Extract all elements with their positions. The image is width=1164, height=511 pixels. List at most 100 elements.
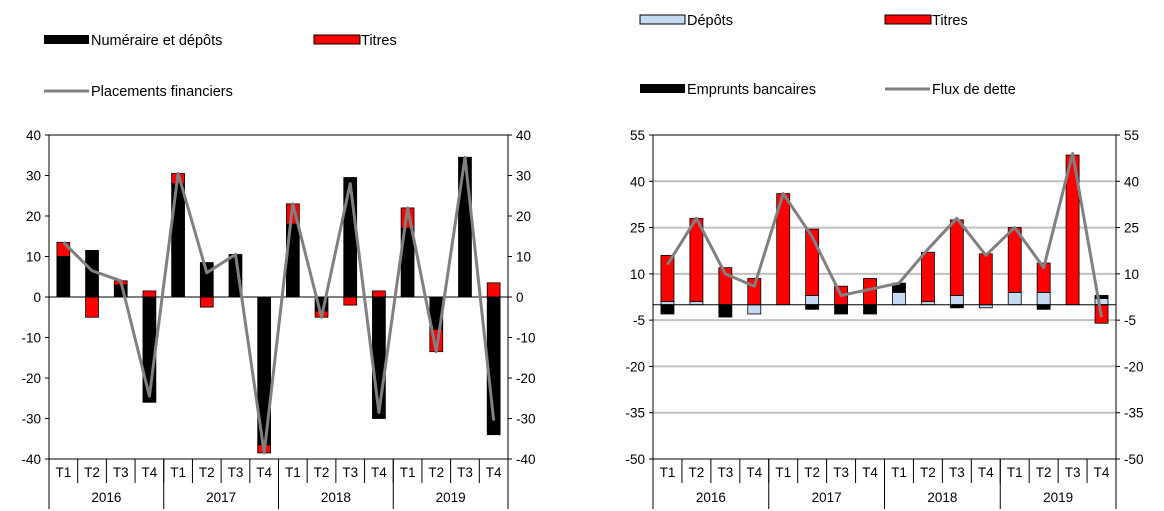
right-xtick-quarter: T4 bbox=[1094, 465, 1110, 480]
right-xtick-quarter: T1 bbox=[1007, 465, 1023, 480]
right-y2tick-label: 40 bbox=[1124, 174, 1139, 189]
left-xtick-quarter: T3 bbox=[228, 465, 244, 480]
right-legend-swatch-emprunts bbox=[640, 84, 685, 93]
right-bar-d-p-ts bbox=[1007, 291, 1022, 306]
left-ytick-label: 0 bbox=[33, 290, 41, 305]
right-bar-emprunts-bancaires bbox=[1036, 304, 1051, 310]
right-legend: Dépôts Titres Emprunts bancaires Flux de… bbox=[639, 13, 1016, 98]
left-legend-label-placements: Placements financiers bbox=[91, 84, 233, 100]
right-y2tick-label: -5 bbox=[1124, 313, 1136, 328]
right-legend-label-titres: Titres bbox=[932, 13, 968, 29]
right-xtick-quarter: T2 bbox=[1036, 465, 1052, 480]
left-xtick-quarter: T1 bbox=[285, 465, 301, 480]
left-legend-label-numeraire: Numéraire et dépôts bbox=[91, 33, 222, 49]
right-y2tick-label: 55 bbox=[1124, 128, 1139, 143]
left-xtick-year: 2017 bbox=[206, 490, 236, 505]
left-chart: Numéraire et dépôts Titres Placements fi… bbox=[21, 33, 536, 509]
left-y2tick-label: -30 bbox=[516, 412, 536, 427]
left-ytick-label: 10 bbox=[26, 250, 41, 265]
right-bar-d-p-ts bbox=[892, 291, 906, 306]
right-chart: Dépôts Titres Emprunts bancaires Flux de… bbox=[625, 13, 1144, 509]
right-ytick-label: -50 bbox=[625, 452, 645, 467]
left-bar-titres bbox=[85, 296, 99, 318]
left-plot-area: 40 30 20 10 0 -10 -20 -30 -40 40 30 20 10 0 -10 -20 -30 -… bbox=[21, 128, 536, 509]
right-xtick-quarter: T1 bbox=[891, 465, 907, 480]
right-bar-emprunts-bancaires bbox=[718, 304, 733, 318]
right-bar-titres bbox=[949, 219, 964, 296]
right-bar-emprunts-bancaires bbox=[863, 304, 877, 315]
right-bar-titres bbox=[1007, 227, 1022, 293]
right-ytick-label: -35 bbox=[625, 406, 645, 421]
right-legend-label-flux: Flux de dette bbox=[932, 82, 1016, 98]
left-xtick-quarter: T1 bbox=[400, 465, 416, 480]
left-bar-titres bbox=[372, 290, 386, 298]
right-bar-emprunts-bancaires bbox=[834, 304, 849, 315]
left-ytick-label: -30 bbox=[21, 412, 41, 427]
left-y2tick-label: 0 bbox=[516, 290, 524, 305]
right-bar-titres bbox=[978, 253, 993, 306]
right-bar-titres bbox=[689, 217, 704, 303]
right-xtick-quarter: T4 bbox=[746, 465, 762, 480]
right-bar-d-p-ts bbox=[805, 295, 820, 306]
left-xtick-quarter: T1 bbox=[55, 465, 71, 480]
left-xtick-quarter: T4 bbox=[371, 465, 387, 480]
right-legend-swatch-depots bbox=[639, 14, 686, 25]
right-bar-titres bbox=[920, 251, 935, 303]
right-ytick-label: 25 bbox=[630, 221, 645, 236]
right-xtick-quarter: T4 bbox=[862, 465, 878, 480]
left-xtick-quarter: T4 bbox=[142, 465, 158, 480]
left-y2tick-label: -20 bbox=[516, 371, 536, 386]
right-bar-emprunts-bancaires bbox=[1094, 295, 1109, 299]
right-bar-d-p-ts bbox=[949, 295, 964, 306]
right-legend-label-depots: Dépôts bbox=[687, 13, 733, 29]
right-y2tick-label: 25 bbox=[1124, 221, 1139, 236]
left-y2tick-label: 30 bbox=[516, 169, 531, 184]
right-xtick-year: 2017 bbox=[812, 490, 842, 505]
right-bar-titres bbox=[660, 254, 675, 303]
right-xtick-quarter: T3 bbox=[717, 465, 733, 480]
right-ytick-label: -5 bbox=[633, 313, 645, 328]
right-xtick-quarter: T2 bbox=[804, 465, 820, 480]
right-ytick-label: 40 bbox=[630, 174, 645, 189]
left-ytick-label: -10 bbox=[21, 331, 41, 346]
left-xtick-year: 2019 bbox=[436, 490, 466, 505]
right-bar-d-p-ts bbox=[1036, 291, 1051, 306]
left-y2tick-label: -40 bbox=[516, 452, 536, 467]
left-ytick-label: -40 bbox=[21, 452, 41, 467]
right-legend-swatch-titres bbox=[884, 14, 932, 25]
right-xtick-year: 2018 bbox=[927, 490, 957, 505]
right-y2tick-label: -35 bbox=[1124, 406, 1144, 421]
right-plot-area: 55 40 25 10 -5 -20 -35 -50 55 40 25 10 -5 -20 -35 -50 T1… bbox=[625, 128, 1144, 509]
right-xtick-year: 2019 bbox=[1043, 490, 1073, 505]
left-y2tick-label: -10 bbox=[516, 331, 536, 346]
left-xtick-quarter: T3 bbox=[342, 465, 358, 480]
left-xtick-quarter: T2 bbox=[84, 465, 100, 480]
right-ytick-label: 55 bbox=[630, 128, 645, 143]
right-legend-label-emprunts: Emprunts bancaires bbox=[687, 82, 816, 98]
right-xtick-quarter: T1 bbox=[775, 465, 791, 480]
right-ytick-label: -20 bbox=[625, 359, 645, 374]
left-y2tick-label: 20 bbox=[516, 209, 531, 224]
left-legend-label-titres: Titres bbox=[361, 33, 397, 49]
left-line-placements-financiers bbox=[62, 155, 496, 455]
right-xtick-quarter: T4 bbox=[978, 465, 994, 480]
right-xtick-quarter: T3 bbox=[833, 465, 849, 480]
left-xtick-quarter: T2 bbox=[199, 465, 215, 480]
right-xtick-quarter: T2 bbox=[689, 465, 705, 480]
left-ytick-label: 30 bbox=[26, 169, 41, 184]
left-xtick-quarter: T1 bbox=[170, 465, 186, 480]
right-bar-emprunts-bancaires bbox=[660, 304, 675, 315]
left-bar-titres bbox=[142, 290, 157, 298]
left-xtick-year: 2016 bbox=[91, 490, 121, 505]
left-y2tick-label: 40 bbox=[516, 128, 531, 143]
right-y2tick-label: -20 bbox=[1124, 359, 1144, 374]
right-xtick-year: 2016 bbox=[696, 490, 726, 505]
right-xtick-quarter: T1 bbox=[660, 465, 676, 480]
left-bar-num-raire-et-d-p-ts bbox=[56, 256, 71, 298]
right-xtick-quarter: T3 bbox=[949, 465, 965, 480]
left-xtick-quarter: T3 bbox=[457, 465, 473, 480]
left-legend-swatch-numeraire bbox=[44, 35, 89, 44]
left-ytick-label: 20 bbox=[26, 209, 41, 224]
left-y2tick-label: 10 bbox=[516, 250, 531, 265]
